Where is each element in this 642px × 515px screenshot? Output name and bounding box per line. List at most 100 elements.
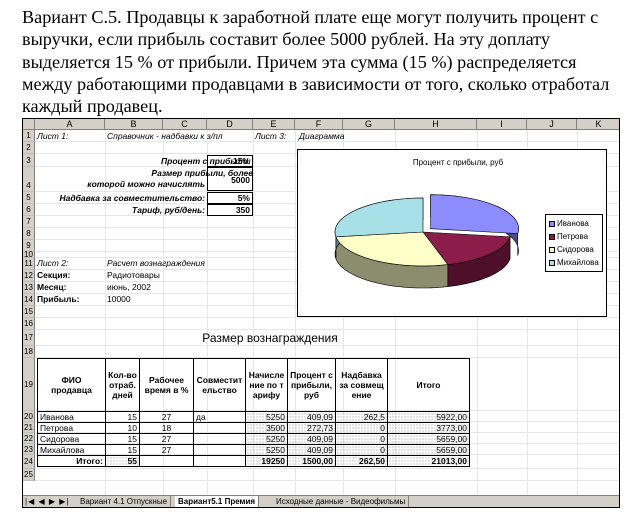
- select-all-corner[interactable]: [23, 119, 35, 130]
- cell-name[interactable]: Михайлова: [37, 444, 106, 456]
- cell-percent[interactable]: 272,73: [287, 422, 336, 434]
- column-header-h[interactable]: H: [395, 119, 477, 130]
- cell-days[interactable]: 15: [105, 433, 140, 445]
- row-header[interactable]: 2: [23, 142, 35, 154]
- cell-combo[interactable]: да: [193, 411, 246, 423]
- cell-total[interactable]: 5922,00: [387, 411, 470, 423]
- row-header[interactable]: 23: [23, 444, 35, 455]
- cell-combo[interactable]: [193, 422, 246, 434]
- row-header[interactable]: 16: [23, 318, 35, 330]
- total-sum[interactable]: 21013,00: [387, 455, 470, 467]
- tab-vacation[interactable]: Вариант 4.1 Отпускные: [77, 496, 172, 507]
- paragraph-line: каждый продавец.: [22, 96, 163, 117]
- cell-total[interactable]: 3773,00: [387, 422, 470, 434]
- grid-line: [35, 468, 619, 469]
- row-header[interactable]: 17: [23, 330, 35, 346]
- cell-bonus[interactable]: 262,5: [335, 411, 388, 423]
- cell-days[interactable]: 10: [105, 422, 140, 434]
- grid-line: [35, 480, 619, 481]
- pie-slice-1[interactable]: [422, 231, 511, 265]
- row-header[interactable]: 7: [23, 216, 35, 228]
- total-percent[interactable]: 1500,00: [287, 455, 336, 467]
- month-value[interactable]: июнь, 2002: [107, 282, 151, 292]
- row-header[interactable]: 22: [23, 433, 35, 444]
- header-percent: Процент с прибыли, руб: [287, 358, 336, 412]
- cell-time[interactable]: 18: [139, 422, 194, 434]
- cell-days[interactable]: 15: [105, 411, 140, 423]
- cell-percent[interactable]: 409,09: [287, 444, 336, 456]
- profit-value[interactable]: 10000: [107, 294, 131, 304]
- cell-name[interactable]: Иванова: [37, 411, 106, 423]
- threshold-value[interactable]: 5000: [207, 167, 253, 191]
- bonus-value[interactable]: 5%: [207, 192, 253, 204]
- total-bonus[interactable]: 262,50: [335, 455, 388, 467]
- cell-time[interactable]: 27: [139, 433, 194, 445]
- row-header[interactable]: 6: [23, 204, 35, 216]
- column-header-i[interactable]: I: [477, 119, 527, 130]
- cell-total[interactable]: 5659,00: [387, 433, 470, 445]
- cell-days[interactable]: 15: [105, 444, 140, 456]
- cell-bonus[interactable]: 0: [335, 422, 388, 434]
- row-header[interactable]: 12: [23, 270, 35, 282]
- pie-slice-3[interactable]: [334, 197, 424, 238]
- header-name: ФИО продавца: [37, 358, 106, 412]
- row-header[interactable]: 24: [23, 455, 35, 469]
- cell-bonus[interactable]: 0: [335, 433, 388, 445]
- cell-time[interactable]: 27: [139, 411, 194, 423]
- row-header[interactable]: 3: [23, 154, 35, 167]
- column-header-g[interactable]: G: [343, 119, 395, 130]
- row-header[interactable]: 11: [23, 258, 35, 270]
- legend-label: Иванова: [557, 219, 589, 228]
- chart-legend[interactable]: Иванова Петрова Сидорова Михайлова: [545, 214, 603, 272]
- column-header-e[interactable]: E: [253, 119, 295, 130]
- legend-item: Петрова: [549, 230, 599, 243]
- tariff-value[interactable]: 350: [207, 204, 253, 216]
- cell-bonus[interactable]: 0: [335, 444, 388, 456]
- tab-navigation-arrows[interactable]: |◀ ◀ ▶ ▶|: [25, 497, 70, 506]
- cell-tariff[interactable]: 5250: [245, 433, 288, 445]
- row-header[interactable]: 8: [23, 228, 35, 240]
- cell-tariff[interactable]: 5250: [245, 411, 288, 423]
- cell-name[interactable]: Сидорова: [37, 433, 106, 445]
- row-header[interactable]: 9: [23, 240, 35, 252]
- section-value[interactable]: Радиотовары: [107, 270, 160, 280]
- row-header[interactable]: 18: [23, 346, 35, 358]
- row-header[interactable]: 4: [23, 167, 35, 192]
- total-tariff[interactable]: 19250: [245, 455, 288, 467]
- column-header-a[interactable]: A: [35, 119, 105, 130]
- cell-combo[interactable]: [193, 444, 246, 456]
- row-header[interactable]: 19: [23, 358, 35, 411]
- row-header[interactable]: 10: [23, 251, 35, 259]
- row-header[interactable]: 25: [23, 469, 35, 481]
- total-days[interactable]: 55: [105, 455, 140, 467]
- pie-slice-0[interactable]: [430, 194, 519, 234]
- column-header-f[interactable]: F: [295, 119, 343, 130]
- tab-source-data[interactable]: Исходные данные - Видеофильмы: [273, 496, 410, 507]
- cell-time[interactable]: 27: [139, 444, 194, 456]
- column-header-k[interactable]: K: [577, 119, 619, 130]
- row-header[interactable]: 21: [23, 422, 35, 433]
- percent-value[interactable]: 15%: [207, 155, 253, 167]
- row-header[interactable]: 20: [23, 411, 35, 422]
- pie-chart-plot: [334, 194, 519, 289]
- row-header[interactable]: 1: [23, 130, 35, 142]
- cell-name[interactable]: Петрова: [37, 422, 106, 434]
- row-header[interactable]: 5: [23, 192, 35, 204]
- cell-combo[interactable]: [193, 433, 246, 445]
- cell-percent[interactable]: 409,09: [287, 433, 336, 445]
- column-header-d[interactable]: D: [207, 119, 253, 130]
- pie-chart[interactable]: Процент с прибыли, руб Иванова Петрова С…: [297, 149, 607, 317]
- cell-percent[interactable]: 409,09: [287, 411, 336, 423]
- month-label: Месяц:: [37, 282, 67, 292]
- cell-total[interactable]: 5659,00: [387, 444, 470, 456]
- column-header-c[interactable]: C: [163, 119, 207, 130]
- cell-tariff[interactable]: 5250: [245, 444, 288, 456]
- column-header-j[interactable]: J: [527, 119, 577, 130]
- row-header[interactable]: 14: [23, 294, 35, 306]
- tab-bonus[interactable]: Вариант5.1 Премия: [175, 496, 260, 507]
- cell-tariff[interactable]: 3500: [245, 422, 288, 434]
- pie-slice-2[interactable]: [335, 231, 449, 267]
- row-header[interactable]: 15: [23, 306, 35, 318]
- row-header[interactable]: 13: [23, 282, 35, 294]
- column-header-b[interactable]: B: [105, 119, 163, 130]
